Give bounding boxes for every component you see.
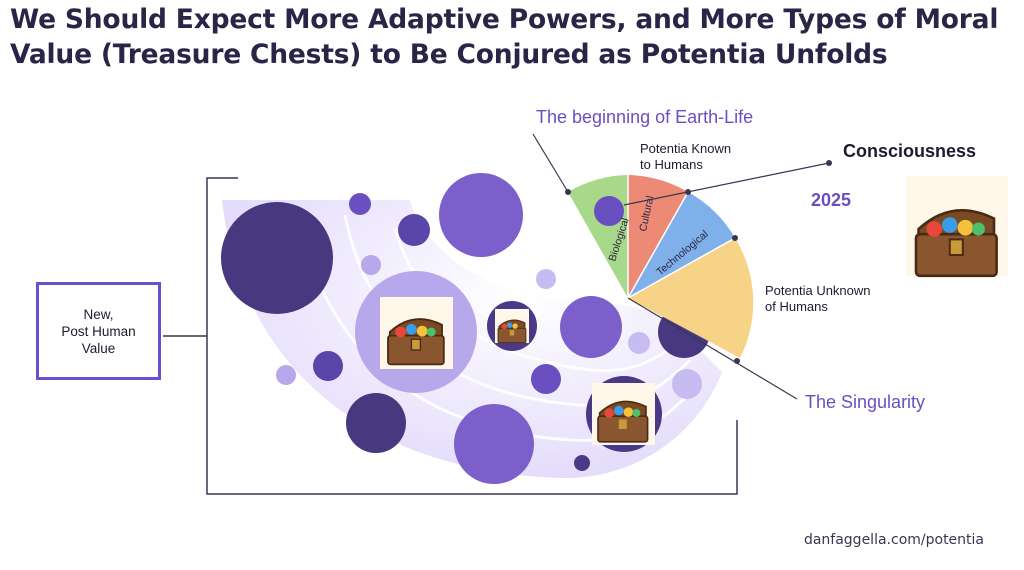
label-earth-life: The beginning of Earth-Life [536, 107, 754, 127]
label-consciousness: Consciousness [843, 141, 977, 161]
circle-mid-2 [560, 296, 622, 358]
circle-tiny-2 [536, 269, 556, 289]
circle-dark-3 [346, 393, 406, 453]
circle-small-1 [349, 193, 371, 215]
new-value-line1: New, [83, 306, 114, 322]
footer-url: danfaggella.com/potentia [803, 532, 984, 548]
circle-tiny-5 [672, 369, 702, 399]
label-known-line2: to Humans [640, 157, 703, 172]
potentia-fan: Biological Cultural Technological [568, 175, 754, 358]
segment-technological [628, 192, 735, 298]
circle-tiny-6 [574, 455, 590, 471]
label-known: Potentia Known to Humans [640, 141, 731, 173]
label-singularity: The Singularity [805, 392, 926, 412]
circle-large-mid-2 [454, 404, 534, 484]
treasure-chest-icon [380, 297, 453, 369]
title-line-2: Value (Treasure Chests) to Be Conjured a… [10, 39, 888, 70]
treasure-chest-icon [495, 309, 529, 344]
circle-tiny-4 [276, 365, 296, 385]
label-year: 2025 [811, 190, 852, 210]
circle-tiny-1 [361, 255, 381, 275]
new-value-box: New, Post Human Value [36, 282, 161, 380]
label-known-line1: Potentia Known [640, 141, 732, 156]
circle-small-4 [531, 364, 561, 394]
treasure-chest-icon [906, 176, 1008, 278]
pointer-dots [565, 160, 832, 364]
label-unknown-line1: Potentia Unknown [765, 283, 871, 298]
title-line-1: We Should Expect More Adaptive Powers, a… [10, 4, 999, 35]
page-title: We Should Expect More Adaptive Powers, a… [10, 2, 1010, 72]
new-value-line2: Post Human [61, 323, 136, 339]
new-value-line3: Value [81, 340, 116, 356]
pointer-lines [532, 133, 830, 400]
label-unknown-line2: of Humans [765, 299, 828, 314]
circle-large-mid [439, 173, 523, 257]
segment-unknown [628, 238, 754, 358]
consciousness-dot [594, 196, 624, 226]
circle-small-2 [398, 214, 430, 246]
circle-tiny-3 [628, 332, 650, 354]
circle-small-3 [313, 351, 343, 381]
bracket [206, 177, 738, 495]
treasure-chest-icon [592, 383, 655, 445]
circle-large-dark [221, 202, 333, 314]
label-unknown: Potentia Unknown of Humans [765, 283, 871, 315]
segment-cultural [628, 175, 688, 298]
